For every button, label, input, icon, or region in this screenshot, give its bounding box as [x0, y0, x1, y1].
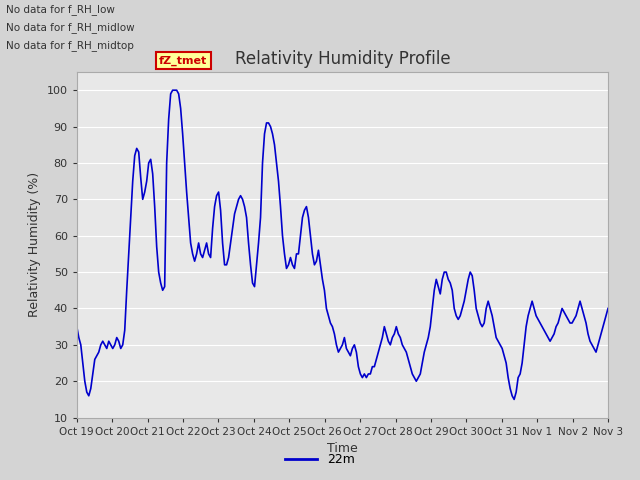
Text: No data for f_RH_midlow: No data for f_RH_midlow [6, 22, 135, 33]
X-axis label: Time: Time [327, 442, 358, 455]
Legend: 22m: 22m [280, 448, 360, 471]
Text: No data for f_RH_low: No data for f_RH_low [6, 4, 115, 15]
Y-axis label: Relativity Humidity (%): Relativity Humidity (%) [28, 172, 41, 317]
Text: No data for f_RH_midtop: No data for f_RH_midtop [6, 40, 134, 51]
Title: Relativity Humidity Profile: Relativity Humidity Profile [235, 49, 450, 68]
Text: fZ_tmet: fZ_tmet [159, 55, 207, 66]
